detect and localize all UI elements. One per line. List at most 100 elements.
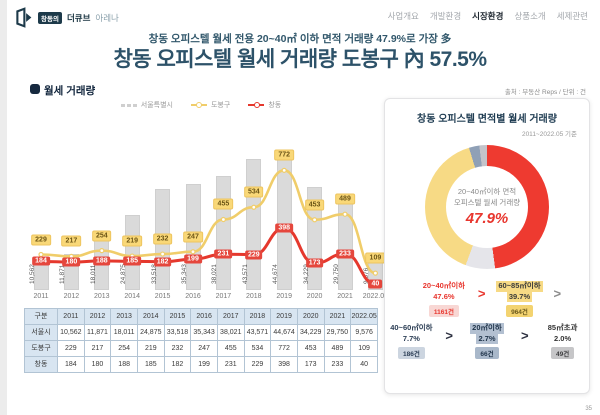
table-header-cell: 2015	[163, 307, 192, 326]
dobong-value-label: 217	[61, 235, 82, 247]
table-header-cell: 2014	[136, 307, 165, 326]
table-cell: 182	[163, 356, 192, 374]
breakdown-item: 20㎡이하 2.7% 66건	[456, 323, 518, 359]
logo-name: 더큐브	[66, 12, 91, 23]
rent-volume-chart: 서울특별시 도봉구 창동 2011 10,562 2012 11,871 2013 18,01…	[24, 98, 388, 304]
changdong-value-label: 185	[123, 256, 142, 266]
cube-logo-icon	[16, 7, 32, 28]
table-cell: 29,750	[323, 324, 352, 342]
breakdown-label: 85㎡초과	[547, 323, 578, 332]
legend-item-bar: 서울특별시	[120, 100, 173, 110]
changdong-value-label: 233	[336, 249, 354, 259]
nav-item-biz-overview[interactable]: 사업개요	[387, 11, 419, 21]
legend-label: 서울특별시	[140, 102, 173, 109]
changdong-value-label: 184	[32, 256, 50, 266]
donut-center-line2: 오피스텔 월세 거래량	[453, 197, 521, 207]
legend-label: 창동	[268, 102, 282, 109]
table-row-label: 도봉구	[24, 340, 58, 358]
legend-item-line: 창동	[248, 100, 281, 110]
table-cell: 229	[57, 340, 85, 358]
logo: 창동의 더큐브 아레나	[13, 7, 119, 28]
table-cell: 219	[136, 340, 165, 358]
breakdown-count-badge: 964건	[506, 305, 533, 317]
dobong-value-label: 109	[365, 252, 386, 264]
nav-item-market-environment[interactable]: 시장환경	[472, 11, 504, 21]
axis-label: 2012	[63, 293, 80, 300]
area-breakdown-panel: 창동 오피스텔 면적별 월세 거래량 2011~2022.05 기준 20~40…	[384, 98, 590, 394]
table-cell: 398	[270, 356, 298, 374]
logo-badge: 창동의	[38, 11, 62, 24]
table-cell: 185	[136, 356, 165, 374]
breakdown-percent: 47.6%	[433, 291, 455, 301]
table-cell: 184	[57, 356, 85, 374]
table-cell: 35,343	[190, 324, 218, 342]
greater-than-icon: >	[521, 328, 529, 343]
breakdown-count-badge: 1161건	[428, 305, 459, 317]
table-header-cell: 2022.05	[350, 307, 378, 326]
line-swatch-icon	[248, 102, 265, 108]
breakdown-row: 20~40㎡이하 47.6% 1161건 >60~85㎡이하 39.7% 964건 >	[385, 281, 589, 317]
logo-suffix: 아레나	[95, 12, 119, 23]
table-cell: 43,571	[243, 324, 272, 342]
line-swatch-dot-icon	[196, 102, 203, 108]
dobong-value-label: 453	[304, 199, 325, 211]
axis-label: 2020	[306, 293, 323, 300]
greater-than-icon: >	[553, 286, 562, 301]
bar	[124, 215, 140, 290]
slide-subtitle: 창동 오피스텔 월세 전용 20~40㎡ 이하 면적 거래량 47.9%로 가장…	[148, 33, 452, 45]
line-swatch-dot-icon	[253, 102, 260, 108]
breakdown-label: 40~60㎡이하	[390, 323, 433, 332]
table-cell: 772	[270, 340, 298, 358]
donut-center-line1: 20~40㎡이하 면적	[457, 187, 517, 197]
table-cell: 455	[216, 340, 245, 358]
table-cell: 489	[323, 340, 352, 358]
table-cell: 199	[190, 356, 218, 374]
axis-label: 2022.05	[362, 293, 389, 300]
table-cell: 44,674	[270, 324, 298, 342]
breakdown-label: 20~40㎡이하	[422, 281, 466, 290]
table-row-label: 서울시	[24, 324, 58, 342]
donut-center-percent: 47.9%	[465, 209, 509, 227]
legend-label: 도봉구	[210, 102, 231, 109]
axis-label: 2017	[215, 293, 232, 300]
table-row: 도봉구 229 217 254 219 232 247 455 534 772 453 489 109	[24, 340, 378, 358]
table-cell: 109	[350, 340, 378, 358]
section-label: 월세 거래량	[44, 85, 96, 97]
table-cell: 232	[163, 340, 192, 358]
changdong-value-label: 40	[368, 279, 383, 289]
top-nav: 사업개요 개발환경 시장환경 상품소개 세제관련	[388, 10, 588, 22]
dobong-value-label: 219	[122, 235, 143, 247]
table-cell: 11,871	[83, 324, 112, 342]
table-cell: 254	[110, 340, 138, 358]
section-bullet-icon	[30, 84, 40, 94]
breakdown-item: 20~40㎡이하 47.6% 1161건	[413, 281, 475, 317]
greater-than-icon: >	[477, 286, 486, 301]
table-header-cell: 구분	[24, 307, 58, 326]
breakdown-count-badge: 186건	[397, 347, 425, 359]
dobong-value-label: 232	[152, 233, 173, 245]
table-header-cell: 2018	[243, 307, 272, 326]
table-row: 창동 184 180 188 185 182 199 231 229 398 173 233 40	[24, 356, 378, 374]
table-header-cell: 2017	[216, 307, 245, 326]
axis-label: 2011	[33, 293, 49, 300]
breakdown-item: 40~60㎡이하 7.7% 186건	[380, 323, 442, 359]
dobong-value-label: 534	[243, 186, 264, 198]
nav-item-tax-info[interactable]: 세제관련	[556, 11, 588, 21]
table-cell: 34,229	[296, 324, 325, 342]
table-cell: 188	[110, 356, 138, 374]
nav-item-dev-environment[interactable]: 개발환경	[429, 11, 462, 21]
breakdown-item: 85㎡초과 2.0% 49건	[532, 323, 594, 359]
table-header-cell: 2019	[270, 307, 298, 326]
nav-item-product-intro[interactable]: 상품소개	[514, 11, 546, 21]
breakdown-count-badge: 66건	[475, 347, 499, 359]
legend-item-line: 도봉구	[190, 100, 231, 110]
breakdown-label: 20㎡이하	[470, 323, 504, 334]
breakdown-percent: 39.7%	[506, 291, 533, 302]
changdong-value-label: 182	[153, 257, 172, 267]
axis-label: 2021	[337, 293, 353, 300]
breakdown-label: 60~85㎡이하	[496, 281, 543, 292]
rent-volume-table: 구분 2011 2012 2013 2014 2015 2016 2017 2018 2019 20…	[24, 307, 378, 374]
slide-title: 창동 오피스텔 월세 거래량 도봉구 內 57.5%	[113, 48, 487, 71]
table-cell: 534	[243, 340, 272, 358]
